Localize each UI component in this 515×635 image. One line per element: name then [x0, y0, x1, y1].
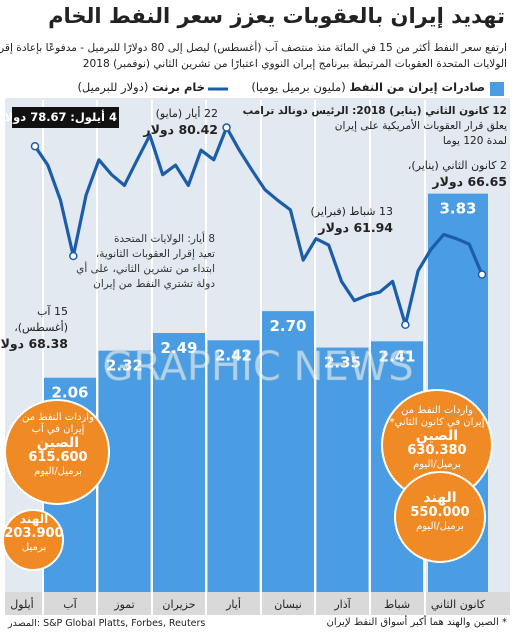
callout-amount: 550.000 [410, 505, 470, 521]
callout: الهند 203.900 برميل [4, 512, 64, 553]
annotation-line: 12 كانون الثاني (يناير) 2018: الرئيس دون… [242, 105, 507, 117]
bar [316, 347, 369, 592]
callout-unit: برميل [21, 541, 47, 553]
bar [262, 311, 314, 592]
bar [153, 332, 205, 592]
x-tick-label: أيلول [10, 597, 33, 611]
point-marker [222, 123, 231, 132]
bar-value-label: 2.06 [51, 384, 88, 402]
annotation: 8 أيار: الولايات المتحدة تعيد إقرار العقو… [76, 232, 215, 292]
price-line [33, 125, 484, 327]
legend-label: خام برنت [151, 80, 205, 94]
point-annotation: 2 كانون الثاني (يناير)، 66.65 دولار [408, 158, 507, 190]
callout-amount: 630.380 [407, 443, 467, 459]
callout-country: الهند [19, 512, 49, 526]
legend-label: صادرات إيران من النفط [349, 80, 485, 94]
point-marker [30, 141, 40, 151]
callout-country: الصين [36, 435, 80, 451]
callout-unit: برميل/اليوم [34, 466, 82, 478]
annotation-line: ابتداء من تشرين الثاني، على أي [76, 263, 215, 275]
point-annotation: 13 شباط (فبراير) 61.94 دولار [311, 204, 393, 236]
bar-value-label: 2.49 [160, 339, 197, 357]
point-value-label: 68.38 دولار [0, 336, 68, 351]
x-tick-label: حزيران [162, 598, 195, 611]
x-tick-label: كانون الثاني [431, 598, 486, 611]
bar [207, 340, 260, 592]
point-marker [69, 251, 78, 261]
annotation-line: 2 كانون الثاني (يناير)، [407, 159, 507, 172]
legend-unit: (مليون برميل يوميا) [251, 80, 346, 94]
callout-unit: برميل/اليوم [416, 521, 464, 533]
point-marker [477, 270, 487, 279]
bar-value-label: 3.83 [439, 200, 476, 218]
callout-country: الهند [423, 490, 457, 506]
callout-circle [4, 399, 110, 505]
bar-value-label: 2.70 [269, 317, 306, 335]
x-tick-label: نيسان [274, 598, 302, 611]
point-annotation: 22 أيار (مايو) 80.42 دولار [143, 106, 218, 138]
annotation-line: يعلق قرار العقوبات الأمريكية على إيران [334, 120, 507, 132]
point-value-label: 80.42 دولار [143, 122, 218, 137]
bar-value-label: 2.32 [106, 357, 143, 375]
annotation-line: 15 آب [37, 305, 68, 318]
annotation-text: 4 أيلول: [70, 110, 117, 124]
callout-circle [2, 509, 64, 571]
callout-amount: 615.600 [28, 450, 88, 466]
x-tick-label: آذار [333, 597, 351, 611]
legend-bar: صادرات إيران من النفط (مليون برميل يوميا… [251, 80, 485, 94]
bar [98, 350, 151, 592]
callout: واردات النفط من إيران في آب الصين 615.600 بر… [8, 412, 108, 478]
point-annotation: 15 آب (أغسطس)، 68.38 دولار [0, 304, 68, 352]
annotation-line: 8 أيار: الولايات المتحدة [113, 233, 215, 245]
x-tick-label: تموز [113, 598, 134, 611]
axis-band [5, 592, 510, 615]
legend-unit: (دولار للبرميل) [77, 80, 149, 94]
annotation-line: 22 أيار (مايو) [155, 107, 218, 120]
annotation-line: تعيد إقرار العقوبات الثانوية، [95, 248, 215, 260]
annotation-line: دولة تشتري النفط من إيران [93, 278, 215, 290]
callout-line: إيران في آب [31, 423, 85, 435]
callout-line: إيران في كانون الثاني* [389, 416, 485, 428]
callout-circle [394, 471, 486, 563]
callout-amount: 203.900 [4, 525, 64, 541]
x-tick-label: أيار [225, 597, 241, 611]
callout-line: واردات النفط من [22, 412, 94, 423]
callout-country: الصين [415, 428, 459, 444]
bar-value-label: 2.41 [378, 347, 415, 365]
callout: واردات النفط من إيران في كانون الثاني* الص… [383, 405, 491, 471]
subtitle-line: الولايات المتحدة العقوبات المرتبطة ببرنا… [82, 58, 507, 70]
point-annotation: 4 أيلول: 78.67 دولار [0, 110, 117, 124]
x-tick-label: شباط [384, 598, 410, 611]
point-marker [401, 320, 410, 330]
annotation-line: لمدة 120 يوما [442, 135, 507, 147]
footnote: * الصين والهند هما أكبر أسواق النفط لإير… [326, 617, 507, 628]
point-value-label: 78.67 دولار [0, 110, 67, 124]
title: تهديد إيران بالعقوبات يعزز سعر النفط الخ… [48, 4, 505, 28]
annotation-line: (أغسطس)، [14, 321, 68, 334]
legend-line: خام برنت (دولار للبرميل) [77, 80, 205, 94]
x-tick-label: آب [63, 597, 77, 611]
bar-value-label: 2.35 [324, 354, 361, 372]
callout-unit: برميل/اليوم [413, 459, 461, 471]
point-value-label: 61.94 دولار [318, 220, 393, 235]
watermark: GRAPHIC NEWS [102, 344, 413, 390]
callout-line: واردات النفط من [401, 405, 473, 416]
callout: الهند 550.000 برميل/اليوم [397, 490, 483, 533]
source: المصدر: S&P Global Platts, Forbes, Reute… [8, 618, 206, 629]
label-box [12, 107, 119, 128]
point-value-label: 66.65 دولار [432, 174, 507, 189]
subtitle: ارتفع سعر النفط أكثر من 15 في المائة منذ… [0, 40, 507, 72]
annotation: 12 كانون الثاني (يناير) 2018: الرئيس دون… [243, 104, 507, 149]
legend-swatch [490, 82, 504, 96]
bar-value-label: 2.42 [215, 346, 252, 364]
annotation-line: 13 شباط (فبراير) [310, 205, 393, 218]
subtitle-line: ارتفع سعر النفط أكثر من 15 في المائة منذ… [0, 42, 507, 54]
